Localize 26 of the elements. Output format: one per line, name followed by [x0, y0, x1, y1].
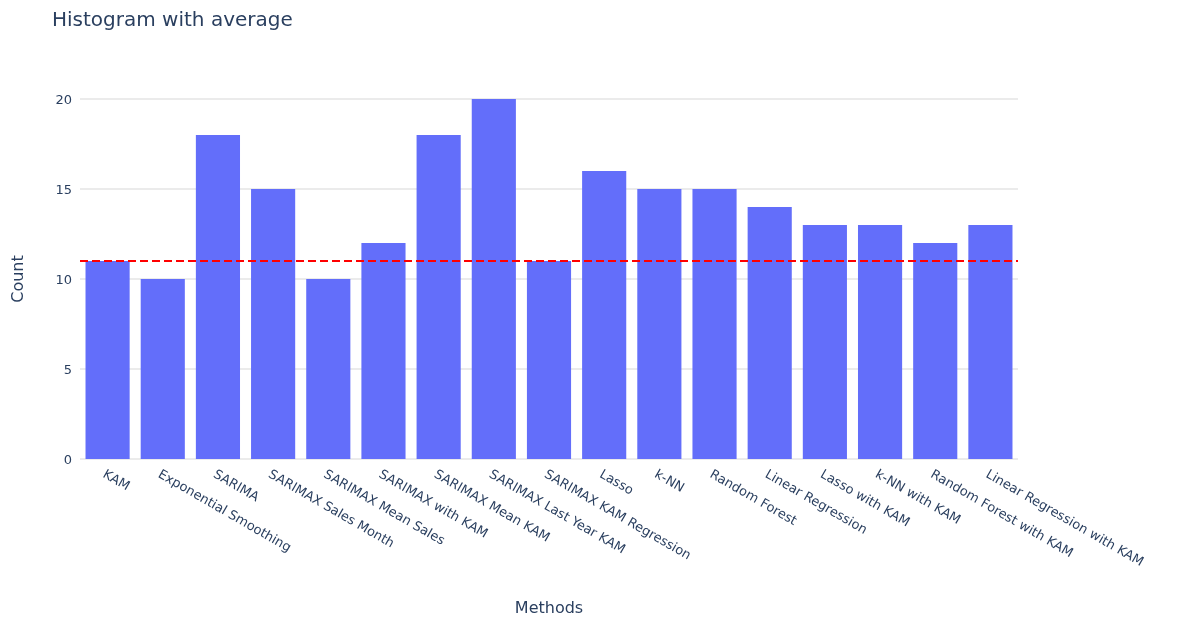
y-tick-label: 0: [63, 451, 72, 467]
bar: [857, 225, 903, 459]
y-tick-label: 5: [63, 361, 72, 377]
bar: [85, 261, 130, 459]
y-tick-label: 20: [55, 91, 72, 107]
bar: [802, 225, 847, 459]
bar: [361, 243, 406, 459]
bar: [526, 261, 572, 459]
x-tick-label: KAM: [100, 466, 133, 494]
y-tick-label: 10: [55, 271, 72, 287]
y-tick-label: 15: [55, 181, 72, 197]
bar: [471, 99, 516, 459]
chart-title: Histogram with average: [52, 7, 293, 31]
bar: [251, 189, 296, 459]
bar: [416, 135, 461, 459]
bar: [637, 189, 682, 459]
bar: [913, 243, 958, 459]
bar: [582, 171, 627, 459]
bar: [692, 189, 737, 459]
y-axis-title: Count: [7, 255, 27, 303]
bar: [306, 279, 351, 459]
bar: [968, 225, 1013, 459]
bar: [195, 135, 241, 459]
bar: [140, 279, 185, 459]
bar: [747, 207, 792, 459]
x-axis-title: Methods: [514, 597, 584, 617]
